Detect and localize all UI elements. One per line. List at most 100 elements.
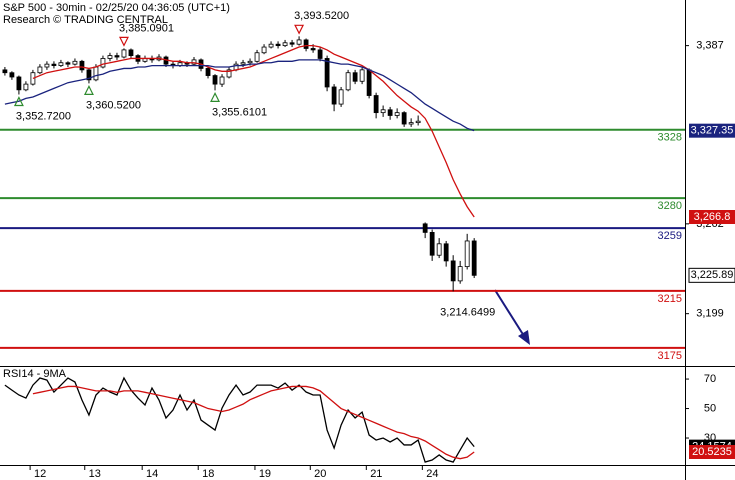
candle-body <box>100 58 106 68</box>
value-box <box>689 123 735 138</box>
x-tick-label: 20 <box>314 468 326 480</box>
candle-body <box>443 243 449 262</box>
low-marker <box>210 92 220 102</box>
level-label: 3175 <box>658 350 682 362</box>
candle-body <box>394 112 400 116</box>
candle-body <box>275 43 281 47</box>
candle-body <box>317 49 323 59</box>
last-price-label: 3,225.89 <box>691 269 734 281</box>
low-marker <box>13 96 24 107</box>
candle-body <box>86 69 92 81</box>
level-label: 3280 <box>658 200 682 212</box>
candle-body <box>359 69 365 82</box>
candle-body <box>44 63 50 68</box>
indicator-line <box>4 376 475 463</box>
chart-title: S&P 500 - 30min - 02/25/20 04:36:05 (UTC… <box>3 2 230 14</box>
candle-body <box>422 223 428 233</box>
candle-body <box>289 42 295 45</box>
x-tick-label: 18 <box>202 468 214 480</box>
annotation: 3,385.0901 <box>119 22 174 34</box>
indicator-line <box>32 385 475 460</box>
y-tick-label: 50 <box>704 402 716 414</box>
candle-body <box>352 72 358 82</box>
candle-body <box>23 83 29 91</box>
candle-body <box>471 240 477 276</box>
candle-body <box>226 69 232 78</box>
candle-body <box>37 66 43 74</box>
candle-body <box>310 48 316 51</box>
candle-body <box>282 42 288 47</box>
candle-body <box>93 66 99 81</box>
last-price-box <box>688 267 735 283</box>
candle-body <box>9 72 15 78</box>
candle-body <box>51 63 57 66</box>
candle-body <box>205 68 211 76</box>
candle-body <box>338 89 344 105</box>
arrow-shaft <box>494 289 525 337</box>
forecast-arrow <box>494 289 530 345</box>
candle-body <box>65 62 71 65</box>
chart-title: RSI14 - 9MA <box>3 368 67 380</box>
candle-body <box>457 266 463 282</box>
level-label: 3259 <box>658 230 682 242</box>
value-box-label: 3,327.35 <box>691 125 734 137</box>
candle-body <box>114 55 120 58</box>
annotation: 3,214.6499 <box>440 306 495 318</box>
annotation: 3,352.7200 <box>16 110 71 122</box>
x-tick-label: 14 <box>146 468 158 480</box>
high-marker <box>294 24 305 35</box>
low-marker <box>83 85 94 95</box>
candle-body <box>387 109 393 116</box>
chart-subtitle: Research © TRADING CENTRAL <box>3 14 168 26</box>
candle-body <box>436 243 442 256</box>
x-tick-label: 13 <box>89 468 101 480</box>
candle-body <box>128 49 134 57</box>
candle-body <box>121 49 127 58</box>
candle-body <box>2 69 8 74</box>
annotation: 3,393.5200 <box>294 10 349 22</box>
candle-body <box>408 122 414 125</box>
candle-body <box>79 60 85 71</box>
candle-body <box>212 75 218 85</box>
x-tick-label: 12 <box>34 468 46 480</box>
candle-body <box>72 60 78 65</box>
arrow-head <box>518 330 530 345</box>
x-tick-label: 24 <box>426 468 438 480</box>
candle-body <box>261 46 267 54</box>
candle-body <box>366 69 372 96</box>
level-label: 3328 <box>658 132 682 144</box>
value-box-label: 20.5235 <box>692 446 732 458</box>
candle-body <box>58 62 64 66</box>
high-marker <box>119 36 129 47</box>
candle-body <box>303 39 309 49</box>
candle-body <box>324 58 330 88</box>
annotation: 3,360.5200 <box>86 99 141 111</box>
candle-body <box>429 232 435 256</box>
candle-body <box>401 112 407 125</box>
y-tick-label: 3,387 <box>696 40 724 52</box>
candle-body <box>219 76 225 85</box>
candle-body <box>254 52 260 62</box>
candle-body <box>415 120 421 124</box>
candle-body <box>296 39 302 45</box>
value-box-label: 3,266.8 <box>694 211 731 223</box>
candle-body <box>450 260 456 282</box>
candle-body <box>191 59 197 65</box>
candle-body <box>373 95 379 114</box>
value-box <box>689 444 735 459</box>
value-box <box>689 210 735 225</box>
candle-body <box>240 62 246 65</box>
candle-body <box>268 43 274 48</box>
annotation: 3,355.6101 <box>212 106 267 118</box>
y-tick-label: 70 <box>704 373 716 385</box>
indicator-line <box>32 44 475 218</box>
candle-body <box>345 72 351 91</box>
x-tick-label: 21 <box>370 468 382 480</box>
candle-body <box>464 240 470 268</box>
candle-body <box>16 76 22 91</box>
y-tick-label: 3,199 <box>696 308 724 320</box>
x-tick-label: 19 <box>259 468 271 480</box>
candle-body <box>331 86 337 105</box>
